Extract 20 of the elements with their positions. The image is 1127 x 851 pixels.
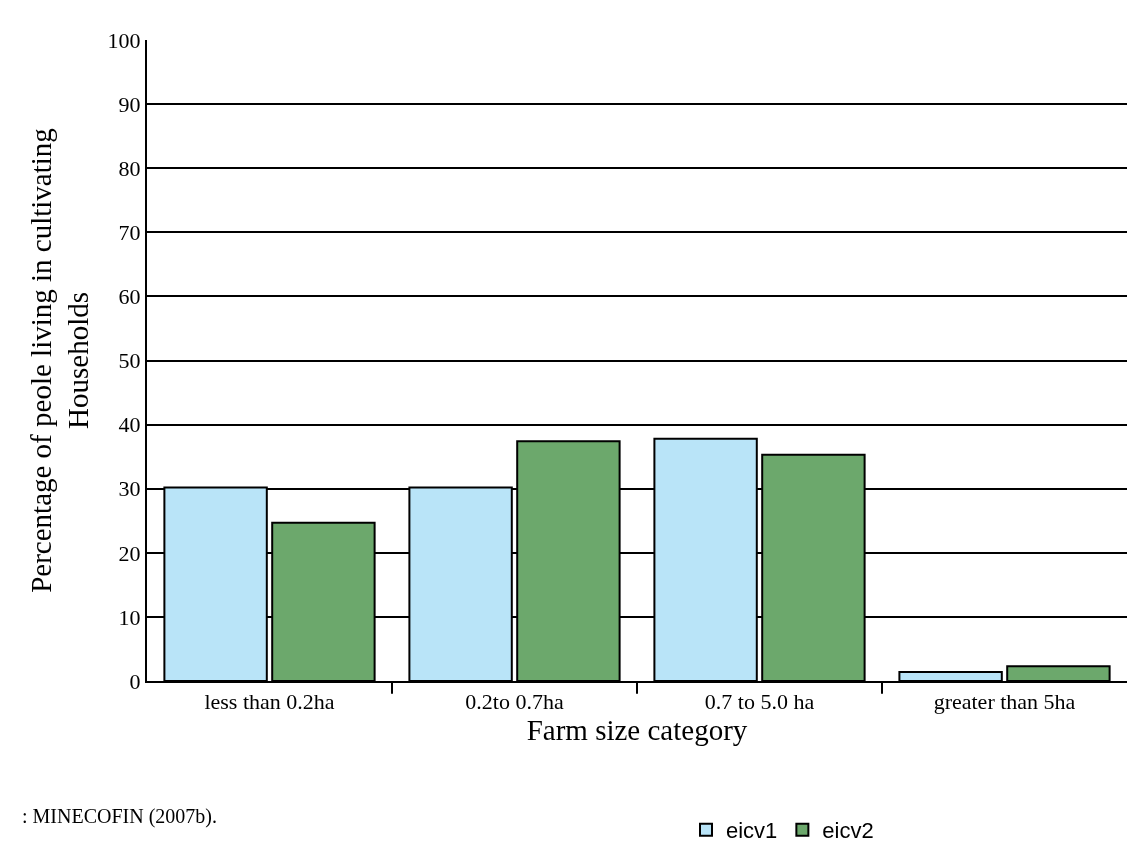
y-axis-title: Percentage of peole living in cultivating Households	[24, 128, 95, 593]
y-tick-label: 20	[118, 540, 141, 566]
y-tick-label: 100	[107, 27, 141, 53]
x-tick-label: greater than 5ha	[933, 689, 1076, 715]
y-tick-label: 10	[118, 604, 141, 630]
legend-label: eicv1	[726, 818, 778, 844]
x-tick-label: 0.2to 0.7ha	[465, 689, 564, 715]
y-tick-label: 70	[118, 220, 141, 245]
y-tick-label: 50	[118, 348, 141, 374]
y-tick-label: 60	[118, 284, 141, 310]
x-axis-title: Farm size category	[526, 714, 748, 747]
y-tick-label: 80	[118, 155, 141, 181]
x-tick-label: 0.7 to 5.0 ha	[704, 689, 815, 715]
text: : MINECOFIN (2007b).	[22, 805, 217, 828]
y-tick-label: 90	[118, 91, 141, 117]
legend-label: eicv2	[822, 818, 874, 844]
y-tick-label: 40	[118, 412, 141, 438]
x-tick-label: less than 0.2ha	[204, 689, 335, 715]
y-tick-label: 0	[129, 668, 141, 694]
y-tick-label: 30	[118, 476, 141, 502]
